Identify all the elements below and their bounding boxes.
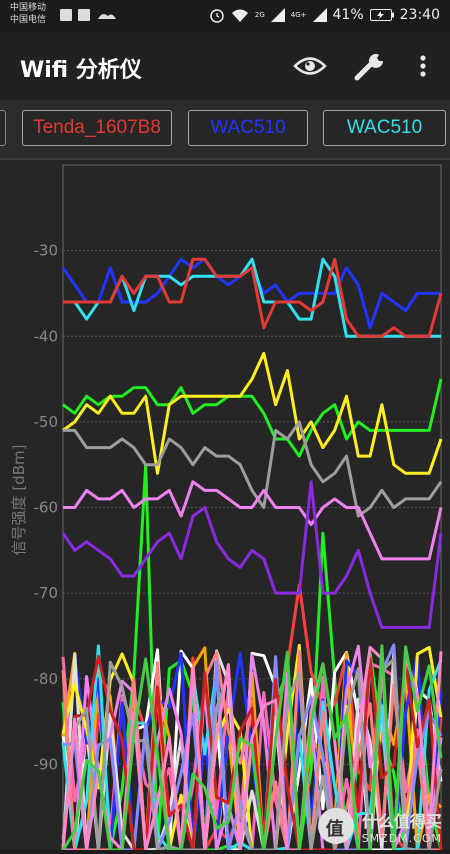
ssid-button-tenda[interactable]: Tenda_1607B8 [22, 110, 172, 146]
watermark-cn: 什么值得买 [361, 811, 442, 831]
y-tick-label: -70 [34, 584, 59, 602]
carrier-1: 中国移动 [10, 3, 47, 13]
eye-icon[interactable] [292, 50, 328, 82]
battery-percent: 41% [332, 7, 364, 23]
ssid-label: WAC510 [346, 117, 423, 138]
weather-icon [98, 14, 116, 19]
ssid-label: WAC510 [210, 117, 286, 138]
signal-bars-icon-1 [270, 8, 285, 22]
status-bar: 中国移动 中国电信 2G 4G+ 41% 23:40 [0, 0, 450, 32]
app-bar: Wifi 分析仪 [0, 32, 450, 100]
y-tick-label: -30 [34, 242, 59, 260]
ssid-button-offscreen[interactable] [0, 110, 6, 146]
overflow-menu-icon[interactable] [405, 50, 441, 82]
signal-bars-icon-2 [312, 8, 327, 22]
wrench-icon[interactable] [352, 50, 388, 82]
signal-series-line-4 [62, 351, 443, 475]
signal-series-line-3 [62, 378, 443, 458]
signal-tag-2: 4G+ [290, 11, 307, 19]
signal-chart-svg: -30 -40 -50 -60 -70 -80 -90 信号强度 [dBm] [10, 164, 443, 852]
battery-icon [369, 9, 394, 21]
y-axis-label: 信号强度 [dBm] [10, 445, 28, 556]
watermark-en: SMZDM.COM [361, 831, 442, 845]
ssid-selector-bar: Tenda_1607B8 WAC510 WAC510 [0, 100, 450, 158]
ssid-button-wac510-cyan[interactable]: WAC510 [323, 110, 446, 146]
clock: 23:40 [399, 7, 440, 23]
watermark-badge: 值 [325, 819, 344, 840]
signal-tag-1: 2G [254, 11, 265, 19]
y-tick-label: -90 [34, 755, 59, 773]
gallery-icon [60, 9, 72, 21]
y-tick-label: -60 [34, 499, 59, 517]
alarm-icon [210, 9, 224, 23]
signal-series-line-6 [63, 480, 443, 561]
signal-series-line-5 [63, 420, 443, 518]
notification-icons [60, 8, 130, 25]
watermark: 值 什么值得买 SMZDM.COM [316, 806, 442, 846]
noise-series-line [61, 644, 443, 852]
app-title: Wifi 分析仪 [20, 58, 142, 83]
y-tick-label: -40 [34, 327, 59, 345]
ssid-button-wac510-blue[interactable]: WAC510 [188, 110, 308, 146]
status-right: 2G 4G+ 41% 23:40 [209, 7, 440, 23]
smzdm-logo-icon [317, 808, 354, 844]
ssid-label: Tenda_1607B8 [33, 117, 161, 138]
signal-chart: -30 -40 -50 -60 -70 -80 -90 信号强度 [dBm] 值 什么值得买… [0, 160, 450, 852]
signal-series-line-7 [61, 480, 443, 629]
chart-notify-icon [78, 9, 90, 21]
wifi-icon [231, 9, 248, 22]
signal-series-line-2 [63, 257, 443, 338]
y-tick-label: -80 [34, 670, 59, 688]
divider [0, 158, 450, 160]
y-tick-label: -50 [34, 413, 59, 431]
carrier-2: 中国电信 [10, 15, 47, 25]
noise-series-line [61, 649, 441, 852]
